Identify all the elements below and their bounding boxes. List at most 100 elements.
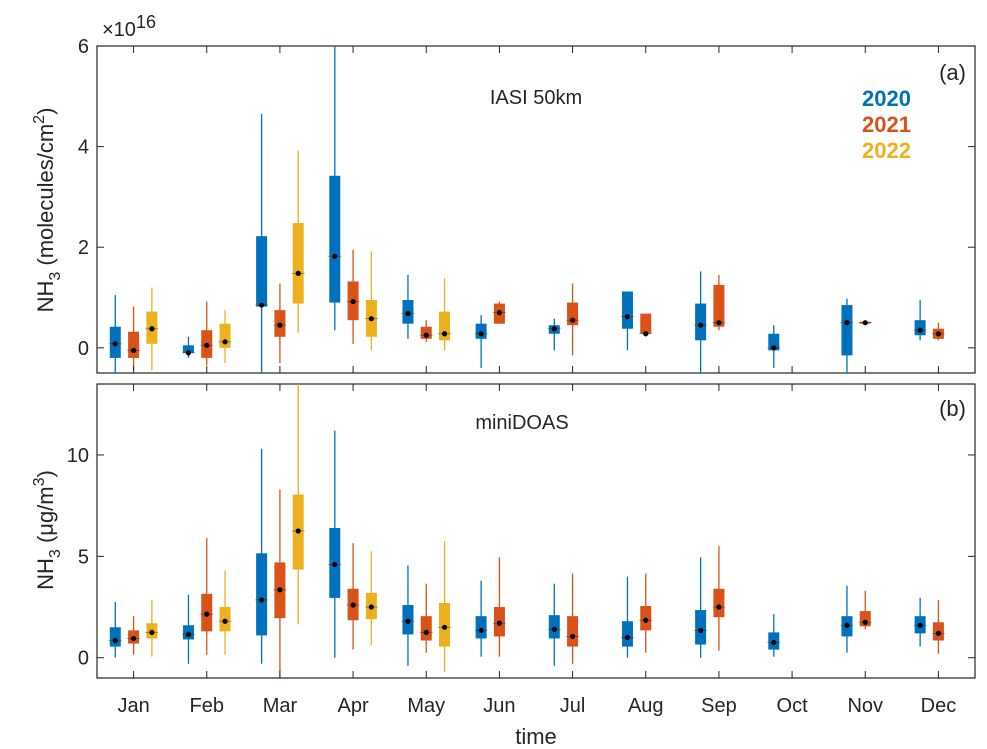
box-a-2021-jul-iqr — [567, 302, 579, 326]
box-a-2021-jul-median-dot — [569, 317, 576, 323]
box-b-2020-apr-median-dot — [332, 561, 338, 568]
box-b-2020-oct-median-dot — [771, 639, 777, 646]
box-b-2020-jan-iqr — [109, 627, 121, 647]
box-a-2020-nov-median-dot — [844, 320, 850, 326]
box-a-2020-aug-iqr — [621, 291, 633, 329]
box-b-2020-mar-median-dot — [259, 597, 265, 603]
ytick-label-a-3: 6 — [78, 36, 89, 58]
box-a-2020-oct-median-dot — [771, 345, 777, 351]
panel-a-ylabel: NH3 (molecules/cm2) — [31, 108, 64, 313]
xtick-label-apr: Apr — [338, 695, 369, 717]
box-b-2020-nov-median-dot — [844, 622, 850, 628]
box-a-2021-mar-median-dot — [277, 322, 283, 328]
ytick-label-a-1: 2 — [78, 237, 89, 259]
box-b-2021-jan-median-dot — [130, 635, 137, 642]
legend-2020: 2020 — [862, 86, 911, 111]
box-a-2021-aug-median-dot — [643, 331, 649, 337]
box-a-2020-aug-median-dot — [624, 314, 631, 320]
ytick-label-b-2: 10 — [67, 445, 89, 467]
xtick-label-may: May — [407, 695, 445, 717]
legend: 2020 2021 2022 — [862, 86, 911, 163]
box-a-2021-sep-median-dot — [716, 320, 722, 326]
box-a-2021-jan-median-dot — [130, 347, 137, 353]
box-b-2020-dec-median-dot — [917, 622, 923, 628]
box-b-2020-feb-median-dot — [185, 631, 192, 638]
box-a-2020-apr-median-dot — [332, 253, 338, 259]
box-b-2020-sep-median-dot — [698, 627, 704, 633]
panel-b-yticks: 0 5 10 — [67, 445, 975, 670]
box-a-2022-feb-median-dot — [222, 339, 228, 345]
xtick-label-jul: Jul — [560, 695, 586, 717]
box-a-2021-nov-median-dot — [862, 320, 868, 326]
x-axis-label: time — [515, 724, 557, 749]
box-a-2021-sep-iqr — [713, 284, 725, 327]
box-b-2021-sep-median-dot — [716, 604, 722, 610]
box-b-2022-jan-median-dot — [149, 629, 155, 635]
box-a-2021-apr-median-dot — [350, 298, 356, 305]
xtick-label-sep: Sep — [701, 695, 737, 717]
box-a-2020-apr-iqr — [329, 175, 341, 303]
box-a-2020-jan-median-dot — [112, 341, 118, 347]
ytick-label-b-1: 5 — [78, 546, 89, 568]
box-a-2021-feb-median-dot — [204, 342, 210, 348]
panel-b-label: (b) — [939, 396, 966, 421]
box-a-2020-feb-iqr — [182, 345, 194, 353]
box-a-2020-mar-median-dot — [259, 302, 265, 308]
box-b-2021-jul-iqr — [567, 616, 579, 647]
box-a-2022-may-median-dot — [441, 331, 448, 337]
box-a-2020-sep-iqr — [695, 303, 707, 341]
box-b-2021-feb-median-dot — [204, 611, 210, 617]
xtick-label-jun: Jun — [483, 695, 515, 717]
box-a-2021-dec-median-dot — [935, 331, 942, 337]
box-b-2021-may-median-dot — [423, 629, 429, 635]
box-a-2020-jun-median-dot — [478, 331, 484, 337]
xtick-label-mar: Mar — [263, 695, 298, 717]
box-b-2021-jul-median-dot — [569, 633, 576, 640]
box-b-2021-nov-iqr — [859, 611, 871, 627]
box-b-2021-jun-median-dot — [496, 620, 503, 626]
box-a-2020-sep-median-dot — [698, 322, 704, 328]
box-a-2022-jan-median-dot — [149, 326, 155, 332]
box-a-2022-feb-iqr — [219, 323, 231, 348]
box-b-2020-jun-iqr — [475, 616, 487, 639]
box-a-2020-dec-median-dot — [917, 327, 923, 333]
box-a-2020-jul-median-dot — [551, 326, 557, 332]
ytick-label-b-0: 0 — [78, 648, 89, 670]
box-a-2022-mar-iqr — [292, 223, 304, 304]
box-a-2020-mar-iqr — [256, 236, 268, 307]
box-b-2021-aug-median-dot — [643, 617, 649, 623]
panel-b: 0 5 10 Jan Feb Mar Apr May Jun Jul Aug Sep Oct Nov De… — [31, 383, 976, 717]
box-b-2020-aug-iqr — [621, 621, 633, 647]
box-a-2020-nov-iqr — [841, 305, 853, 356]
y-multiplier-exponent: 16 — [136, 12, 156, 32]
box-a-2022-may-iqr — [439, 311, 451, 341]
panel-a-yticks: 0 2 4 6 — [78, 36, 975, 360]
legend-2022: 2022 — [862, 138, 911, 163]
box-a-2021-may-median-dot — [423, 332, 429, 338]
xtick-label-feb: Feb — [190, 695, 224, 717]
xtick-label-oct: Oct — [777, 695, 809, 717]
box-b-2021-mar-median-dot — [277, 587, 283, 593]
box-a-2020-feb-median-dot — [185, 350, 192, 356]
y-multiplier-base: ×10 — [102, 19, 136, 41]
panel-a-title: IASI 50km — [490, 87, 582, 109]
ytick-label-a-0: 0 — [78, 338, 89, 360]
box-b-2020-jun-median-dot — [478, 627, 484, 633]
y-multiplier: ×1016 — [102, 12, 156, 41]
xtick-label-dec: Dec — [921, 695, 957, 717]
panel-b-boxes — [108, 384, 945, 678]
panel-b-ylabel: NH3 (μg/m3) — [31, 470, 64, 590]
box-a-2020-may-median-dot — [405, 311, 411, 317]
box-a-2021-jun-median-dot — [496, 310, 503, 316]
panel-b-frame — [96, 383, 976, 679]
box-b-2022-apr-median-dot — [368, 604, 374, 610]
box-b-2022-may-median-dot — [441, 624, 448, 630]
box-b-2021-sep-iqr — [713, 588, 725, 618]
box-a-2022-apr-median-dot — [368, 316, 374, 322]
xtick-label-jan: Jan — [117, 695, 149, 717]
panel-a-boxes — [108, 46, 945, 373]
legend-2021: 2021 — [862, 112, 911, 137]
box-b-2021-dec-median-dot — [935, 630, 942, 636]
